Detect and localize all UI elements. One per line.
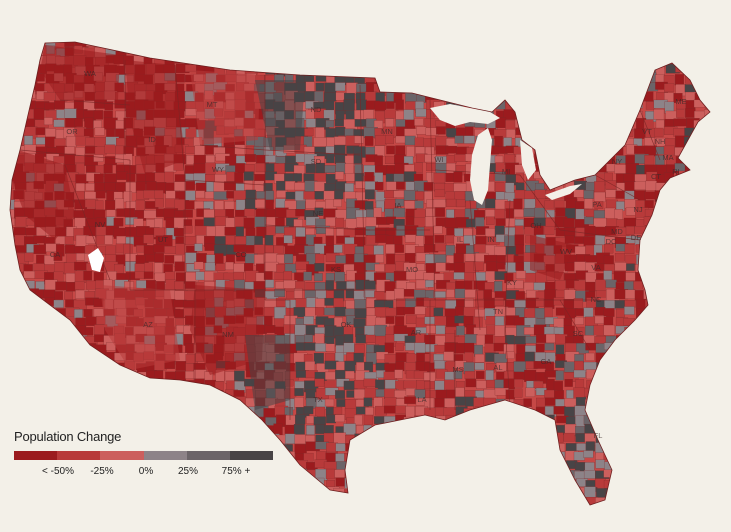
state-label-tn: TN	[493, 307, 503, 316]
legend-swatch-2	[57, 451, 101, 460]
state-label-ma: MA	[662, 153, 673, 162]
state-label-dc: DC	[606, 237, 617, 246]
state-label-nd: ND	[311, 105, 322, 114]
state-label-me: ME	[675, 97, 686, 106]
state-label-ne: NE	[313, 209, 323, 218]
lake-huron	[520, 140, 536, 180]
state-label-al: AL	[493, 363, 502, 372]
state-label-az: AZ	[143, 320, 153, 329]
state-label-de: DE	[631, 233, 641, 242]
state-label-va: VA	[591, 263, 600, 272]
legend-tick-2: -25%	[90, 466, 114, 477]
state-label-ny: NY	[612, 157, 622, 166]
state-label-nv: NV	[95, 220, 105, 229]
state-label-sd: SD	[311, 157, 322, 166]
state-label-ks: KS	[331, 265, 341, 274]
legend-tick-1: < -50%	[42, 466, 74, 477]
state-labels: WA OR CA NV ID MT WY UT AZ CO NM ND SD NE KS OK TX MN IA MO…	[50, 69, 687, 440]
us-outline	[9, 41, 711, 506]
state-label-wa: WA	[84, 69, 96, 78]
state-label-tx: TX	[313, 395, 323, 404]
state-label-ok: OK	[341, 320, 352, 329]
lake-michigan	[470, 128, 492, 205]
state-label-wv: WV	[560, 247, 572, 256]
legend-color-scale	[14, 451, 274, 460]
state-label-or: OR	[66, 127, 78, 136]
state-label-ia: IA	[394, 201, 401, 210]
state-label-ct: CT	[651, 172, 661, 181]
state-label-ut: UT	[158, 235, 168, 244]
state-label-id: ID	[148, 135, 156, 144]
state-label-nj: NJ	[633, 205, 642, 214]
legend-tick-4: 25%	[177, 466, 199, 477]
lake-superior	[430, 104, 500, 126]
legend-tick-5: 75% +	[221, 466, 251, 477]
state-label-ar: AR	[411, 328, 422, 337]
state-label-ms: MS	[452, 365, 463, 374]
state-label-mo: MO	[406, 265, 418, 274]
state-label-oh: OH	[530, 221, 541, 230]
state-label-md: MD	[611, 227, 623, 236]
legend-title: Population Change	[14, 429, 122, 444]
state-label-la: LA	[417, 395, 426, 404]
state-label-ri: RI	[672, 167, 680, 176]
state-label-ca: CA	[50, 250, 60, 259]
state-label-pa: PA	[592, 200, 601, 209]
state-label-fl: FL	[594, 431, 603, 440]
state-label-mi: MI	[502, 167, 510, 176]
state-label-il: IL	[457, 235, 463, 244]
legend-swatch-4	[143, 451, 187, 460]
state-label-co: CO	[235, 250, 246, 259]
state-label-ga: GA	[541, 357, 552, 366]
legend-swatch-5	[186, 451, 230, 460]
state-label-nh: NH	[655, 137, 666, 146]
state-label-ky: KY	[507, 278, 517, 287]
state-label-in: IN	[487, 235, 495, 244]
lake-erie	[545, 184, 582, 200]
state-label-mn: MN	[381, 127, 393, 136]
region-shading	[12, 45, 575, 410]
state-label-mt: MT	[207, 100, 218, 109]
great-salt-lake	[88, 248, 104, 272]
state-label-sc: SC	[573, 329, 584, 338]
state-label-wy: WY	[212, 165, 224, 174]
legend-swatch-3	[100, 451, 144, 460]
state-label-nm: NM	[222, 330, 234, 339]
state-label-wi: WI	[434, 155, 443, 164]
legend-swatch-6	[229, 451, 274, 460]
legend: Population Change < -50% -25% 0% 25% 75%…	[14, 429, 276, 489]
state-label-nc: NC	[591, 295, 602, 304]
legend-swatch-1	[14, 451, 58, 460]
legend-tick-3: 0%	[138, 466, 154, 477]
state-label-vt: VT	[642, 127, 652, 136]
